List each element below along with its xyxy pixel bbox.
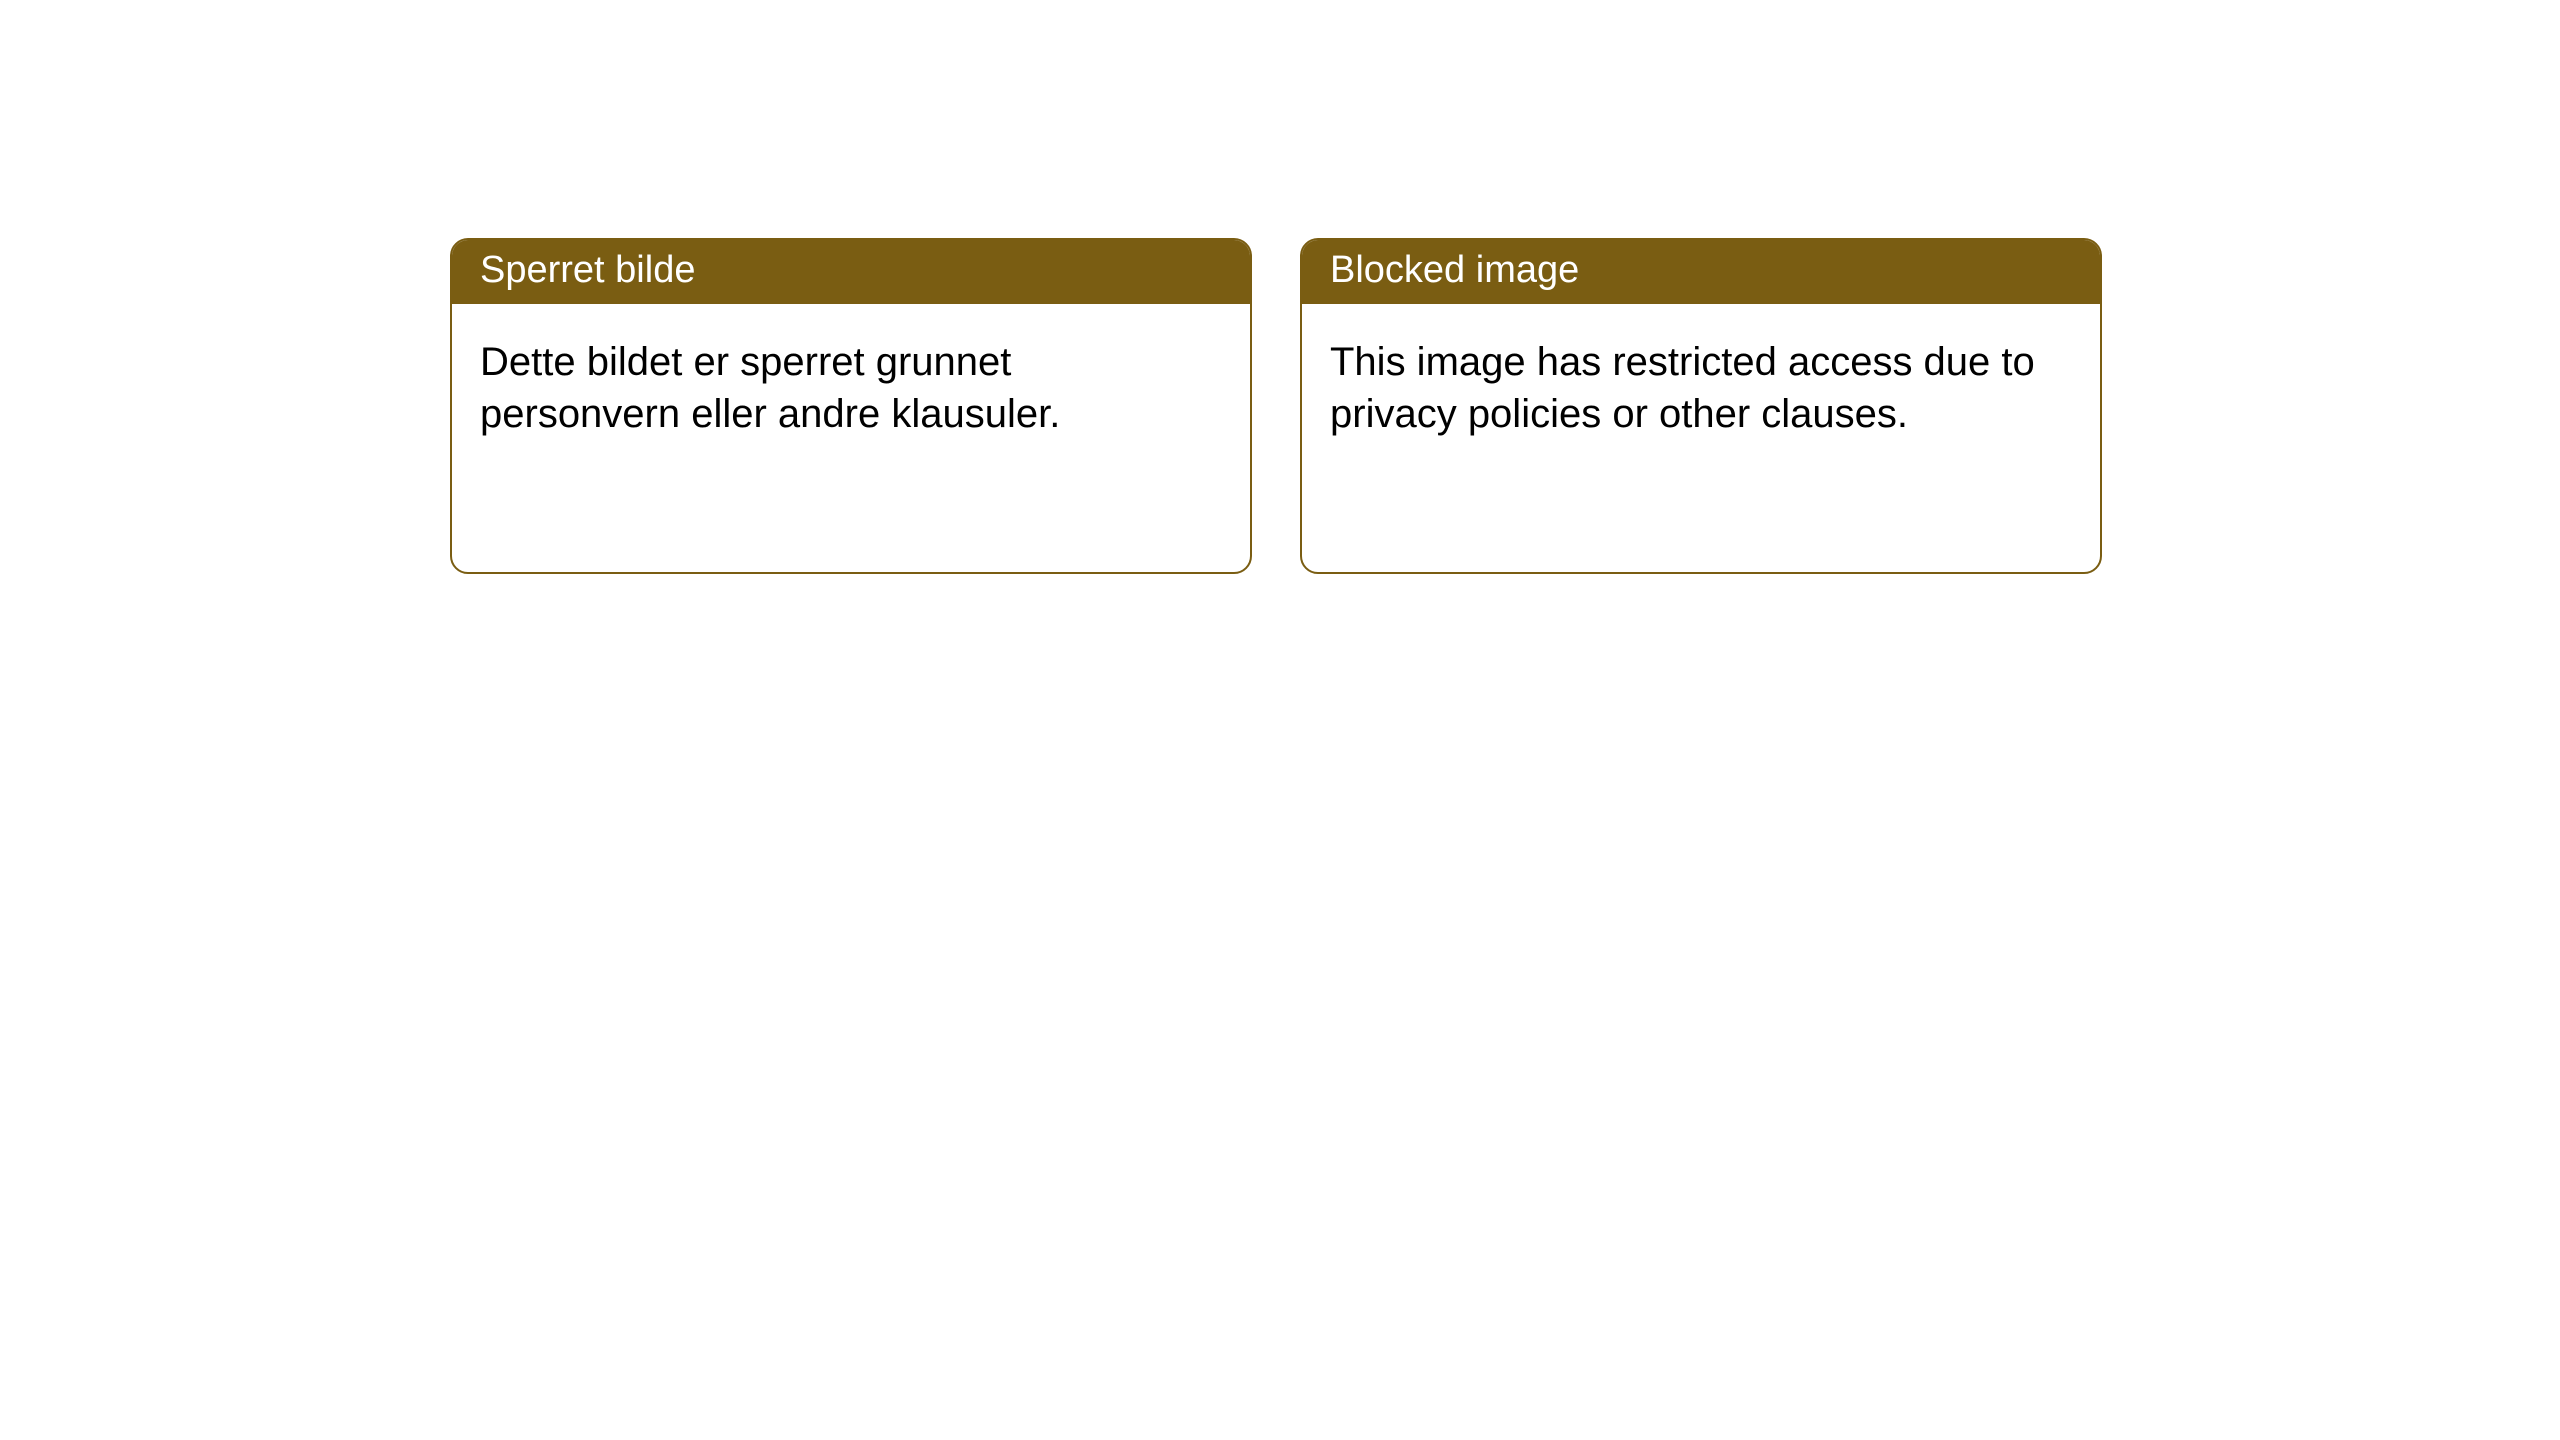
blocked-image-card-en: Blocked image This image has restricted … [1300,238,2102,574]
card-header: Sperret bilde [452,240,1250,304]
cards-container: Sperret bilde Dette bildet er sperret gr… [0,0,2560,574]
card-header: Blocked image [1302,240,2100,304]
card-body: This image has restricted access due to … [1302,304,2100,472]
blocked-image-card-no: Sperret bilde Dette bildet er sperret gr… [450,238,1252,574]
card-body: Dette bildet er sperret grunnet personve… [452,304,1250,472]
